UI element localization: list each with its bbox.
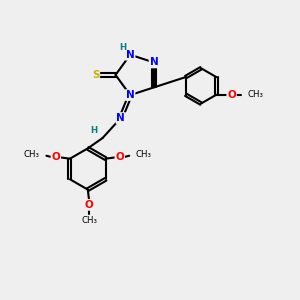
Text: H: H: [119, 43, 126, 52]
Text: CH₃: CH₃: [24, 150, 40, 159]
Text: N: N: [149, 58, 158, 68]
Text: O: O: [116, 152, 124, 162]
Text: N: N: [126, 90, 135, 100]
Text: CH₃: CH₃: [136, 150, 152, 159]
Text: S: S: [92, 70, 99, 80]
Text: CH₃: CH₃: [81, 216, 97, 225]
Text: O: O: [51, 152, 60, 162]
Text: N: N: [126, 50, 135, 60]
Text: CH₃: CH₃: [248, 90, 264, 99]
Text: O: O: [227, 90, 236, 100]
Text: H: H: [90, 126, 97, 135]
Text: N: N: [116, 113, 125, 123]
Text: O: O: [85, 200, 94, 210]
